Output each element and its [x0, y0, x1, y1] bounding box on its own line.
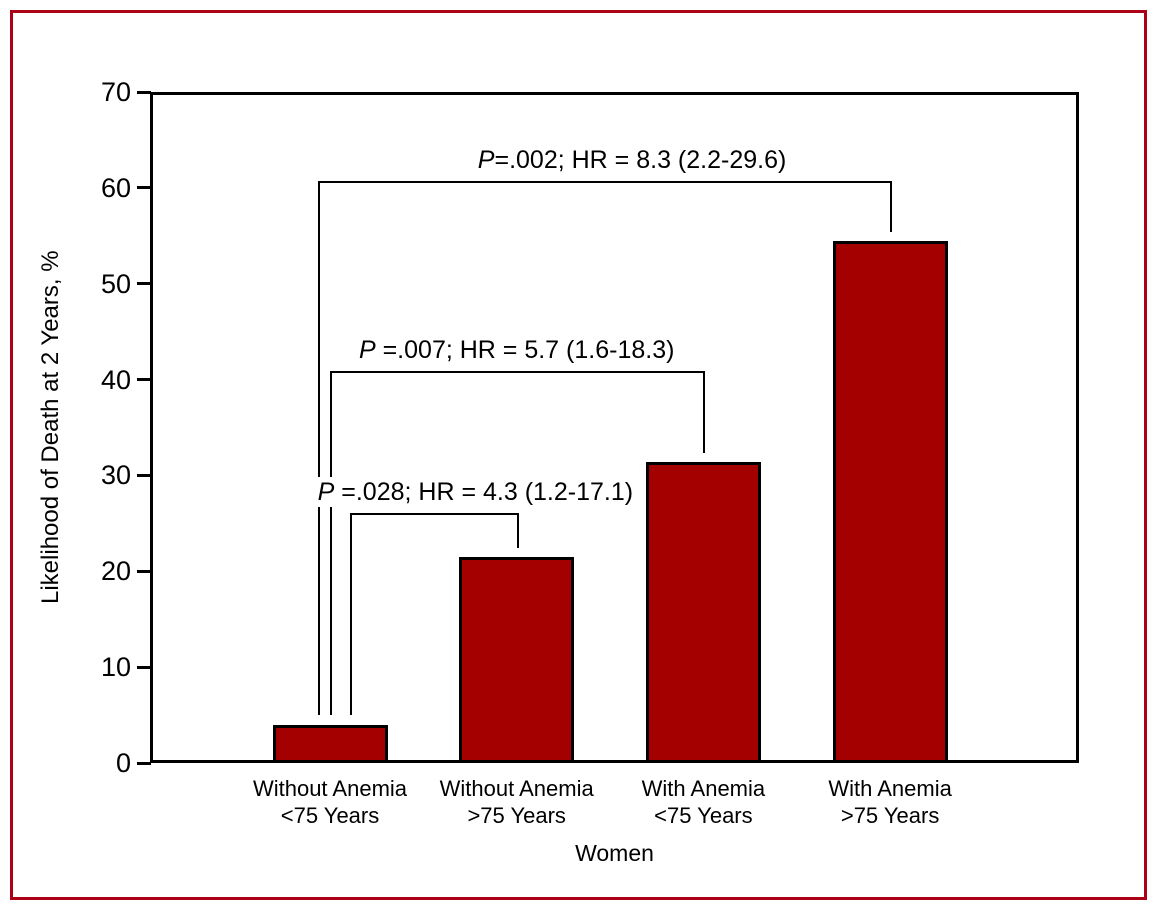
comparison-bracket-bar — [318, 181, 893, 184]
x-axis-category-label-line: Without Anemia — [252, 776, 408, 801]
comparison-bracket-left-leg — [318, 181, 320, 715]
x-axis-category-label-line: Without Anemia — [439, 776, 594, 801]
comparison-annotation: P =.007; HR = 5.7 (1.6-18.3) — [354, 334, 679, 365]
plot-area-box — [150, 92, 1079, 763]
comparison-bracket-left-leg — [350, 512, 352, 715]
p-value-symbol: P — [358, 335, 376, 364]
bar-4 — [832, 240, 948, 763]
comparison-annotation: P =.028; HR = 4.3 (1.2-17.1) — [313, 476, 638, 507]
x-axis-category-label-line: >75 Years — [467, 803, 566, 828]
y-axis-tick-label: 10 — [100, 652, 131, 683]
x-axis-category-label: Without Anemia >75 Years — [407, 775, 627, 829]
x-axis-category-label-line: <75 Years — [280, 803, 380, 828]
figure-frame-border — [10, 10, 1147, 900]
x-axis-category-label: With Anemia >75 Years — [780, 775, 1000, 829]
y-axis-tick-label: 60 — [100, 172, 131, 203]
y-axis-tick-label: 50 — [100, 268, 131, 299]
y-axis-tick-mark — [137, 761, 151, 765]
y-axis-tick-label: 70 — [100, 77, 131, 107]
y-axis-tick-mark — [137, 665, 151, 669]
p-value-stats: =.028; HR = 4.3 (1.2-17.1) — [334, 477, 634, 506]
x-axis-category-label-line: >75 Years — [840, 803, 940, 828]
y-axis-tick-mark — [137, 569, 151, 573]
comparison-bracket-bar — [350, 512, 519, 515]
y-axis-tick-mark — [137, 282, 151, 286]
p-value-symbol: P — [477, 146, 495, 175]
comparison-bracket-right-leg — [703, 370, 706, 453]
bar-1 — [272, 724, 388, 763]
x-axis-category-label: With Anemia <75 Years — [593, 775, 813, 829]
comparison-bracket-right-leg — [516, 512, 519, 548]
x-axis-category-label: Without Anemia <75 Years — [220, 775, 440, 829]
comparison-annotation: P=.002; HR = 8.3 (2.2-29.6) — [473, 145, 791, 176]
comparison-bracket-bar — [330, 370, 706, 373]
x-axis-category-label-line: With Anemia — [641, 776, 766, 801]
y-axis-tick-mark — [137, 473, 151, 477]
y-axis-tick-mark — [137, 90, 151, 94]
p-value-stats: =.002; HR = 8.3 (2.2-29.6) — [494, 146, 787, 175]
y-axis-tick-label: 20 — [100, 556, 131, 587]
bar-2 — [459, 556, 575, 763]
x-axis-category-label-line: With Anemia — [828, 776, 952, 801]
y-axis-tick-mark — [137, 186, 151, 190]
y-axis-tick-label: 40 — [100, 364, 131, 395]
comparison-bracket-right-leg — [890, 181, 893, 232]
bar-3 — [645, 462, 761, 763]
x-axis-group-title: Women — [575, 840, 654, 866]
y-axis-tick-label: 30 — [100, 460, 131, 491]
comparison-bracket-left-leg — [330, 370, 332, 715]
x-axis-category-label-line: <75 Years — [654, 803, 753, 828]
p-value-stats: =.007; HR = 5.7 (1.6-18.3) — [375, 335, 675, 364]
y-axis-tick-mark — [137, 378, 151, 382]
y-axis-tick-label: 0 — [115, 748, 131, 778]
p-value-symbol: P — [317, 477, 335, 506]
